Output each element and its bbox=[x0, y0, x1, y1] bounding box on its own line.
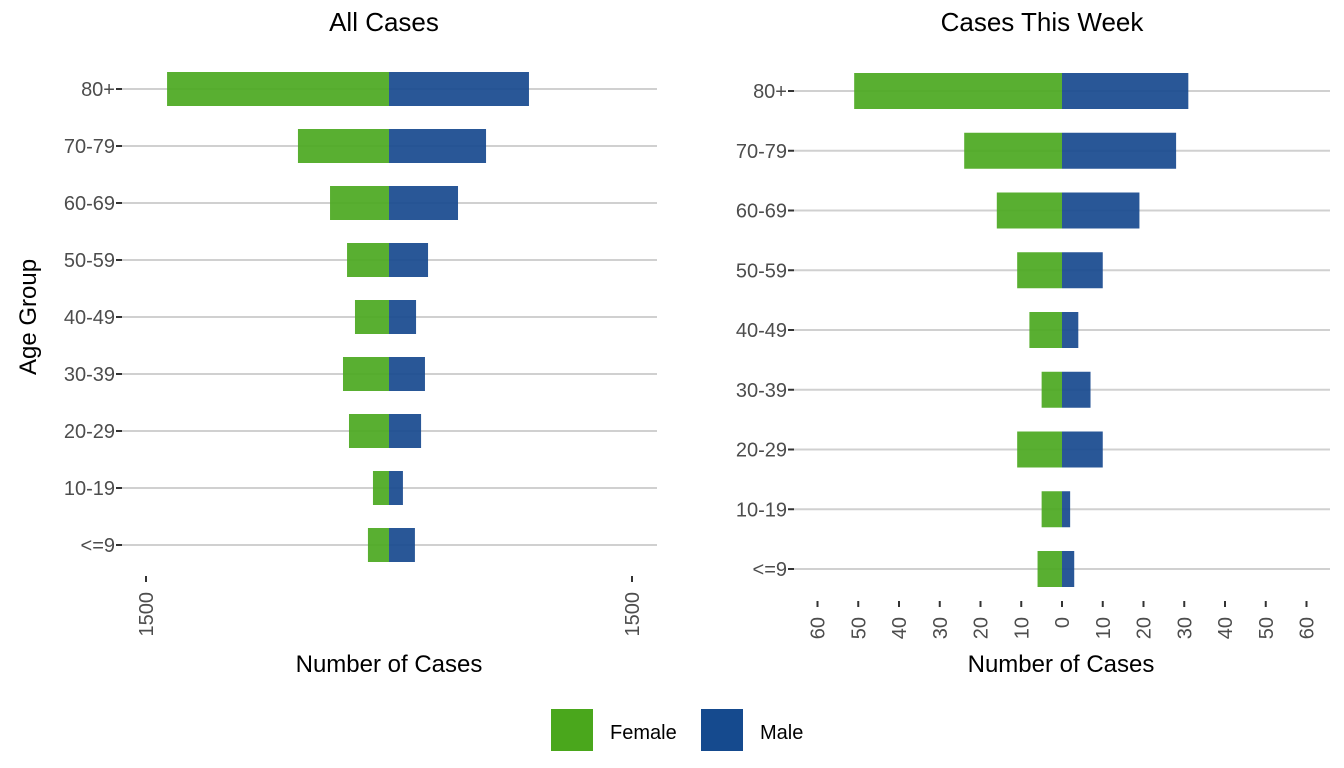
bar-female bbox=[1029, 312, 1062, 348]
y-tick-label: 30-39 bbox=[64, 364, 115, 386]
y-tick-label: 60-69 bbox=[64, 193, 115, 215]
bar-male bbox=[1062, 252, 1103, 289]
y-tick-label: <=9 bbox=[81, 535, 115, 557]
x-tick-label: 10 bbox=[1011, 617, 1033, 639]
y-tick-label: <=9 bbox=[753, 559, 787, 581]
y-tick-label: 50-59 bbox=[736, 260, 787, 282]
bar-female bbox=[330, 186, 389, 220]
y-tick-label: 70-79 bbox=[64, 136, 115, 158]
panel-cases-this-week: Cases This Week 80+ 70-79 60-69 50-59 40-49 3… bbox=[736, 7, 1330, 678]
bar-male bbox=[389, 243, 429, 277]
bars bbox=[167, 72, 529, 562]
bar-male bbox=[389, 72, 529, 106]
bar-female bbox=[348, 414, 389, 448]
y-tick-label: 60-69 bbox=[736, 201, 787, 223]
bar-male bbox=[1062, 491, 1071, 528]
bar-female bbox=[367, 528, 389, 562]
y-axis: 80+ 70-79 60-69 50-59 40-49 30-39 20-29 10-19 <=… bbox=[64, 79, 122, 557]
bar-female bbox=[1017, 431, 1062, 468]
x-tick-label: 20 bbox=[971, 617, 993, 639]
bar-male bbox=[1062, 192, 1140, 229]
bar-male bbox=[389, 414, 422, 448]
bar-female bbox=[354, 300, 389, 334]
legend-key-male bbox=[701, 709, 743, 751]
y-axis: 80+ 70-79 60-69 50-59 40-49 30-39 20-29 10-19 <=… bbox=[736, 81, 794, 581]
y-tick-label: 10-19 bbox=[736, 499, 787, 521]
x-tick-label: 10 bbox=[1093, 617, 1115, 639]
y-tick-label: 40-49 bbox=[64, 307, 115, 329]
x-tick-label: 0 bbox=[1052, 617, 1074, 628]
bar-male bbox=[1062, 371, 1091, 408]
y-tick-label: 80+ bbox=[81, 79, 115, 101]
legend: Female Male bbox=[551, 709, 803, 751]
bar-male bbox=[1062, 132, 1177, 169]
x-tick-label: 30 bbox=[1174, 617, 1196, 639]
y-tick-label: 20-29 bbox=[736, 440, 787, 462]
bar-male bbox=[389, 129, 487, 163]
x-tick-label: 60 bbox=[808, 617, 830, 639]
x-tick-label: 1500 bbox=[136, 592, 158, 637]
y-tick-label: 80+ bbox=[753, 81, 787, 103]
bar-male bbox=[389, 528, 415, 562]
bar-male bbox=[1062, 73, 1189, 109]
y-axis-title: Age Group bbox=[15, 259, 42, 375]
bar-female bbox=[342, 357, 389, 391]
x-tick-label: 40 bbox=[889, 617, 911, 639]
bar-female bbox=[854, 73, 1062, 109]
legend-label-female: Female bbox=[610, 722, 677, 744]
bar-female bbox=[1041, 491, 1062, 528]
y-tick-label: 30-39 bbox=[736, 380, 787, 402]
x-tick-label: 50 bbox=[1256, 617, 1278, 639]
y-tick-label: 10-19 bbox=[64, 478, 115, 500]
bar-female bbox=[964, 132, 1062, 169]
x-tick-label: 20 bbox=[1134, 617, 1156, 639]
x-axis: 1500 1500 bbox=[136, 576, 644, 637]
x-tick-label: 30 bbox=[930, 617, 952, 639]
y-tick-label: 20-29 bbox=[64, 421, 115, 443]
bar-female bbox=[167, 72, 389, 106]
x-axis-title: Number of Cases bbox=[968, 651, 1155, 678]
bar-female bbox=[1037, 551, 1062, 587]
legend-label-male: Male bbox=[760, 722, 803, 744]
bar-female bbox=[347, 243, 389, 277]
bar-female bbox=[996, 192, 1062, 229]
x-axis: 60 50 40 30 20 10 0 10 20 30 40 50 60 bbox=[808, 601, 1319, 639]
x-tick-label: 1500 bbox=[622, 592, 644, 637]
chart-title: Cases This Week bbox=[941, 7, 1145, 37]
bar-male bbox=[1062, 431, 1103, 468]
y-tick-label: 50-59 bbox=[64, 250, 115, 272]
bar-female bbox=[1041, 371, 1062, 408]
legend-key-female bbox=[551, 709, 593, 751]
x-tick-label: 60 bbox=[1297, 617, 1319, 639]
x-tick-label: 50 bbox=[848, 617, 870, 639]
y-tick-label: 40-49 bbox=[736, 320, 787, 342]
bars bbox=[854, 73, 1189, 587]
x-axis-title: Number of Cases bbox=[296, 651, 483, 678]
bar-female bbox=[297, 129, 389, 163]
bar-male bbox=[389, 300, 417, 334]
bar-male bbox=[1062, 551, 1075, 587]
bar-male bbox=[389, 186, 459, 220]
bar-female bbox=[372, 471, 389, 505]
bar-male bbox=[1062, 312, 1079, 348]
bar-female bbox=[1017, 252, 1062, 289]
x-tick-label: 40 bbox=[1215, 617, 1237, 639]
bar-male bbox=[389, 471, 403, 505]
panel-all-cases: All Cases 80+ 70-79 60-69 50-59 40-49 30-39 20… bbox=[15, 7, 657, 678]
chart-title: All Cases bbox=[329, 7, 439, 37]
y-tick-label: 70-79 bbox=[736, 141, 787, 163]
bar-male bbox=[389, 357, 425, 391]
